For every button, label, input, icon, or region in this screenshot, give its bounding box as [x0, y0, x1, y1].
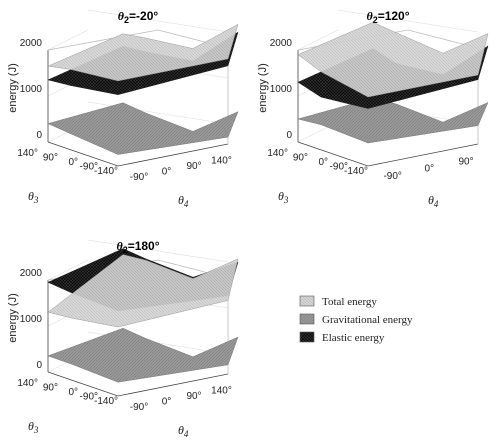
theta4-tick-label: 90° — [458, 156, 473, 167]
theta3-tick-labels: 140° 90° 0° -90°-140° — [267, 148, 368, 177]
theta4-axis-label: θ4 — [428, 193, 439, 209]
theta4-tick-label: 90° — [186, 161, 201, 172]
theta4-tick-label: 140° — [211, 385, 232, 396]
gravitational-energy-surface — [297, 97, 489, 144]
theta3-tick-labels: 140° 90° 0° -90°-140° — [17, 148, 118, 177]
theta4-tick-label: 140° — [211, 155, 232, 166]
legend-swatch-grav — [299, 313, 315, 325]
theta4-tick-label: -90° — [383, 171, 401, 182]
z-tick-label: 2000 — [20, 268, 43, 279]
theta4-axis-label: θ4 — [178, 193, 189, 209]
theta4-tick-label: 90° — [186, 391, 201, 402]
axis-box — [297, 29, 479, 167]
z-tick-label: 1000 — [20, 314, 43, 325]
title-value: =180° — [128, 239, 160, 253]
theta4-tick-labels: -90° 0° 90° 140° — [130, 155, 232, 183]
panel-title: θ2=-20° — [118, 9, 159, 25]
z-tick-labels: 2000 1000 0 — [20, 268, 43, 371]
title-subscript: 2 — [373, 15, 378, 25]
z-tick-label: 0 — [36, 360, 42, 371]
theta3-tick-label: 0° — [68, 387, 78, 398]
legend-label-total: Total energy — [322, 296, 377, 308]
theta3-axis-label: θ3 — [278, 189, 289, 205]
theta3-tick-label: 140° — [17, 378, 38, 389]
theta3-tick-label: -90° — [330, 162, 348, 173]
z-axis-label: energy (J) — [7, 293, 19, 343]
theta4-tick-label: -90° — [130, 402, 148, 413]
z-tick-label: 0 — [36, 130, 42, 141]
legend-label-grav: Gravitational energy — [322, 314, 413, 326]
theta3-tick-label: -90° — [80, 392, 98, 403]
title-symbol: θ — [118, 9, 125, 23]
legend-label-elastic: Elastic energy — [322, 332, 385, 344]
panel-title: θ2=120° — [366, 9, 409, 25]
title-value: =-20° — [129, 9, 158, 23]
theta3-tick-label: -140° — [94, 166, 118, 177]
gravitational-energy-surface — [47, 327, 239, 383]
z-tick-label: 2000 — [20, 38, 43, 49]
theta3-tick-label: 0° — [318, 157, 328, 168]
z-tick-label: 1000 — [270, 84, 293, 95]
z-axis-label: energy (J) — [7, 63, 19, 113]
z-axis-label: energy (J) — [257, 63, 269, 113]
theta4-tick-labels: -90° 0° 90° — [383, 156, 473, 182]
theta3-axis-label: θ3 — [28, 189, 39, 205]
theta3-tick-labels: 140° 90° 0° -90°-140° — [17, 378, 118, 407]
theta4-tick-label: -90° — [130, 172, 148, 183]
title-symbol: θ — [366, 9, 373, 23]
total-energy-surface — [297, 22, 489, 98]
theta4-axis-label: θ4 — [178, 423, 189, 439]
z-tick-label: 0 — [286, 130, 292, 141]
theta3-tick-label: 90° — [293, 153, 308, 164]
title-symbol: θ — [116, 239, 123, 253]
theta4-tick-label: 0° — [425, 164, 435, 175]
total-energy-surface — [47, 23, 239, 82]
legend: Total energy Gravitational energy Elastic … — [299, 295, 413, 344]
theta3-tick-label: 0° — [68, 157, 78, 168]
z-tick-label: 2000 — [270, 38, 293, 49]
theta3-tick-label: -140° — [344, 166, 368, 177]
legend-swatch-elastic — [299, 331, 315, 343]
theta3-tick-label: 140° — [17, 148, 38, 159]
z-tick-labels: 2000 1000 0 — [20, 38, 43, 141]
z-tick-label: 1000 — [20, 84, 43, 95]
theta3-axis-label: θ3 — [28, 419, 39, 435]
total-energy-surface — [47, 254, 239, 328]
theta3-tick-label: 90° — [43, 383, 58, 394]
theta3-tick-label: 90° — [43, 153, 58, 164]
panel-title: θ2=180° — [116, 239, 159, 255]
theta4-tick-label: 0° — [162, 166, 172, 177]
theta3-tick-label: -140° — [94, 396, 118, 407]
gravitational-energy-surface — [47, 102, 239, 155]
legend-swatch-total — [299, 295, 315, 307]
title-value: =120° — [378, 9, 410, 23]
theta4-tick-labels: -90° 0° 90° 140° — [130, 385, 232, 413]
theta3-tick-label: 140° — [267, 148, 288, 159]
theta4-tick-label: 0° — [162, 396, 172, 407]
title-subscript: 2 — [123, 245, 128, 255]
title-subscript: 2 — [124, 15, 129, 25]
z-tick-labels: 2000 1000 0 — [270, 38, 293, 141]
theta3-tick-label: -90° — [80, 162, 98, 173]
